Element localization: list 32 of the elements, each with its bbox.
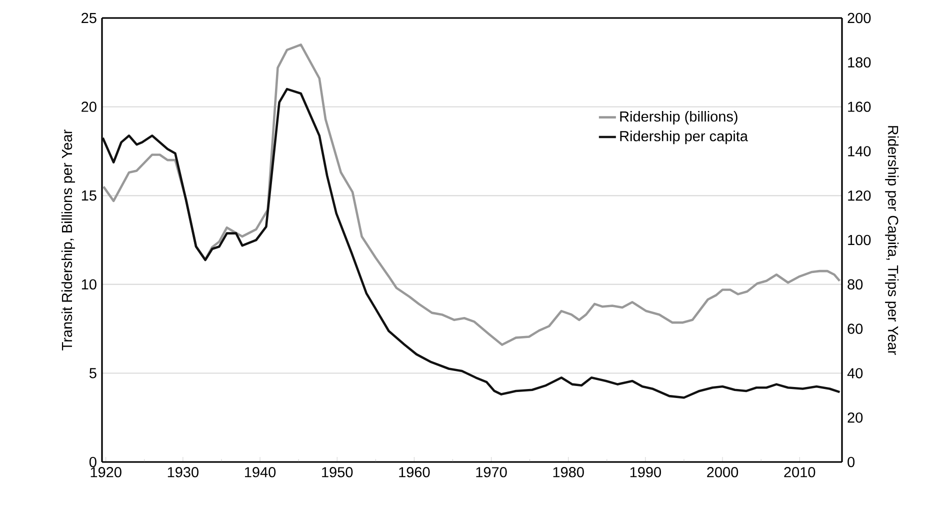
y2-tick-label: 60 [848, 324, 863, 334]
legend-label: Ridership (billions) [620, 110, 738, 125]
x-tick-label: 1950 [322, 467, 353, 478]
x-tick-label: 2010 [784, 467, 816, 478]
y2-axis-title: Ridership per Capita, Trips per Year [885, 126, 899, 355]
y2-tick-label: 20 [848, 412, 863, 423]
x-tick-label: 1980 [553, 467, 584, 478]
y2-tick-label: 180 [848, 57, 871, 68]
y2-tick-label: 80 [848, 279, 863, 290]
y-tick-label: 0 [89, 456, 96, 468]
y-tick-label: 25 [82, 12, 96, 24]
y2-tick-label: 200 [848, 12, 871, 24]
y2-tick-label: 0 [848, 456, 855, 468]
y2-tick-label: 160 [848, 102, 871, 112]
y-tick-label: 15 [82, 190, 96, 201]
x-tick-label: 1940 [245, 467, 276, 478]
y2-tick-label: 40 [847, 368, 863, 378]
y-tick-label: 10 [82, 279, 96, 290]
x-tick-label: 1930 [168, 467, 198, 478]
y2-tick-label: 100 [848, 234, 871, 246]
x-tick-label: 1970 [476, 467, 507, 478]
y-tick-label: 20 [82, 102, 96, 112]
x-tick-label: 1990 [630, 467, 661, 478]
y-axis-title: Transit Ridership, Billions per Year [61, 130, 75, 350]
x-tick-label: 1960 [399, 467, 430, 478]
line-series [102, 43, 841, 346]
y-tick-label: 5 [89, 368, 96, 378]
y2-tick-label: 140 [848, 146, 871, 156]
x-tick-label: 1920 [90, 467, 122, 478]
x-tick-label: 2000 [707, 467, 738, 478]
legend-label: Ridership per capita [620, 130, 748, 144]
y2-tick-label: 120 [848, 190, 871, 201]
